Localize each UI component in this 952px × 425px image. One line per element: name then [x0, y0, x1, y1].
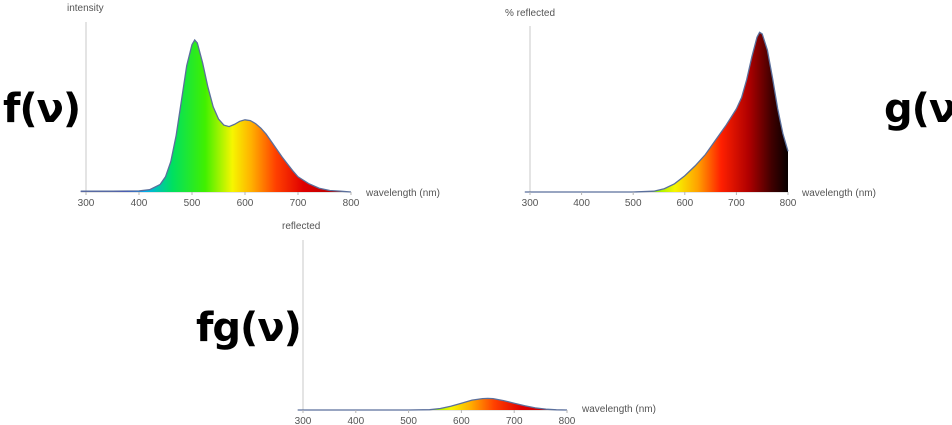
y-axis-title-g: % reflected	[505, 8, 555, 19]
function-label-f: f(ν)	[3, 86, 80, 132]
chart-f: f(ν) intensity 300 400 500 600 700 800 wavele…	[3, 3, 440, 209]
y-axis-title-fg: reflected	[282, 221, 320, 232]
function-label-g: g(ν)	[884, 86, 952, 132]
spectrum-area	[297, 398, 567, 410]
spectrum-area	[80, 40, 351, 192]
x-tick-label: 600	[237, 198, 254, 209]
x-tick-label: 300	[522, 198, 539, 209]
spectrum-line	[80, 38, 352, 193]
x-tick-label: 700	[506, 416, 523, 425]
function-label-fg: fg(ν)	[196, 305, 301, 351]
x-tick-label: 500	[400, 416, 417, 425]
x-axis-title-g: wavelength (nm)	[801, 188, 876, 199]
plot-fg: 300 400 500 600 700 800	[295, 240, 576, 425]
x-tick-label: 500	[184, 198, 201, 209]
plot-g: 300 400 500 600 700 800	[522, 26, 797, 209]
x-tick-label: 800	[559, 416, 576, 425]
x-tick-label: 300	[295, 416, 312, 425]
x-tick-label: 800	[343, 198, 360, 209]
x-tick-label: 400	[347, 416, 364, 425]
x-axis-title-f: wavelength (nm)	[365, 188, 440, 199]
x-tick-label: 600	[676, 198, 693, 209]
chart-fg: fg(ν) reflected 300 400 500 600 700 800 wavel…	[196, 221, 656, 425]
x-tick-label: 800	[780, 198, 797, 209]
y-axis-title-f: intensity	[67, 3, 104, 14]
spectrum-line	[524, 31, 789, 193]
x-tick-label: 400	[573, 198, 590, 209]
x-tick-label: 600	[453, 416, 470, 425]
x-tick-label: 400	[131, 198, 148, 209]
plot-f: 300 400 500 600 700 800	[78, 22, 360, 209]
x-tick-label: 700	[728, 198, 745, 209]
x-tick-label: 300	[78, 198, 95, 209]
chart-g: g(ν) % reflected 300 400 500 600 700 800 wave…	[505, 8, 952, 209]
x-axis-title-fg: wavelength (nm)	[581, 404, 656, 415]
x-tick-label: 500	[625, 198, 642, 209]
spectrum-area	[524, 32, 788, 192]
x-tick-label: 700	[290, 198, 307, 209]
